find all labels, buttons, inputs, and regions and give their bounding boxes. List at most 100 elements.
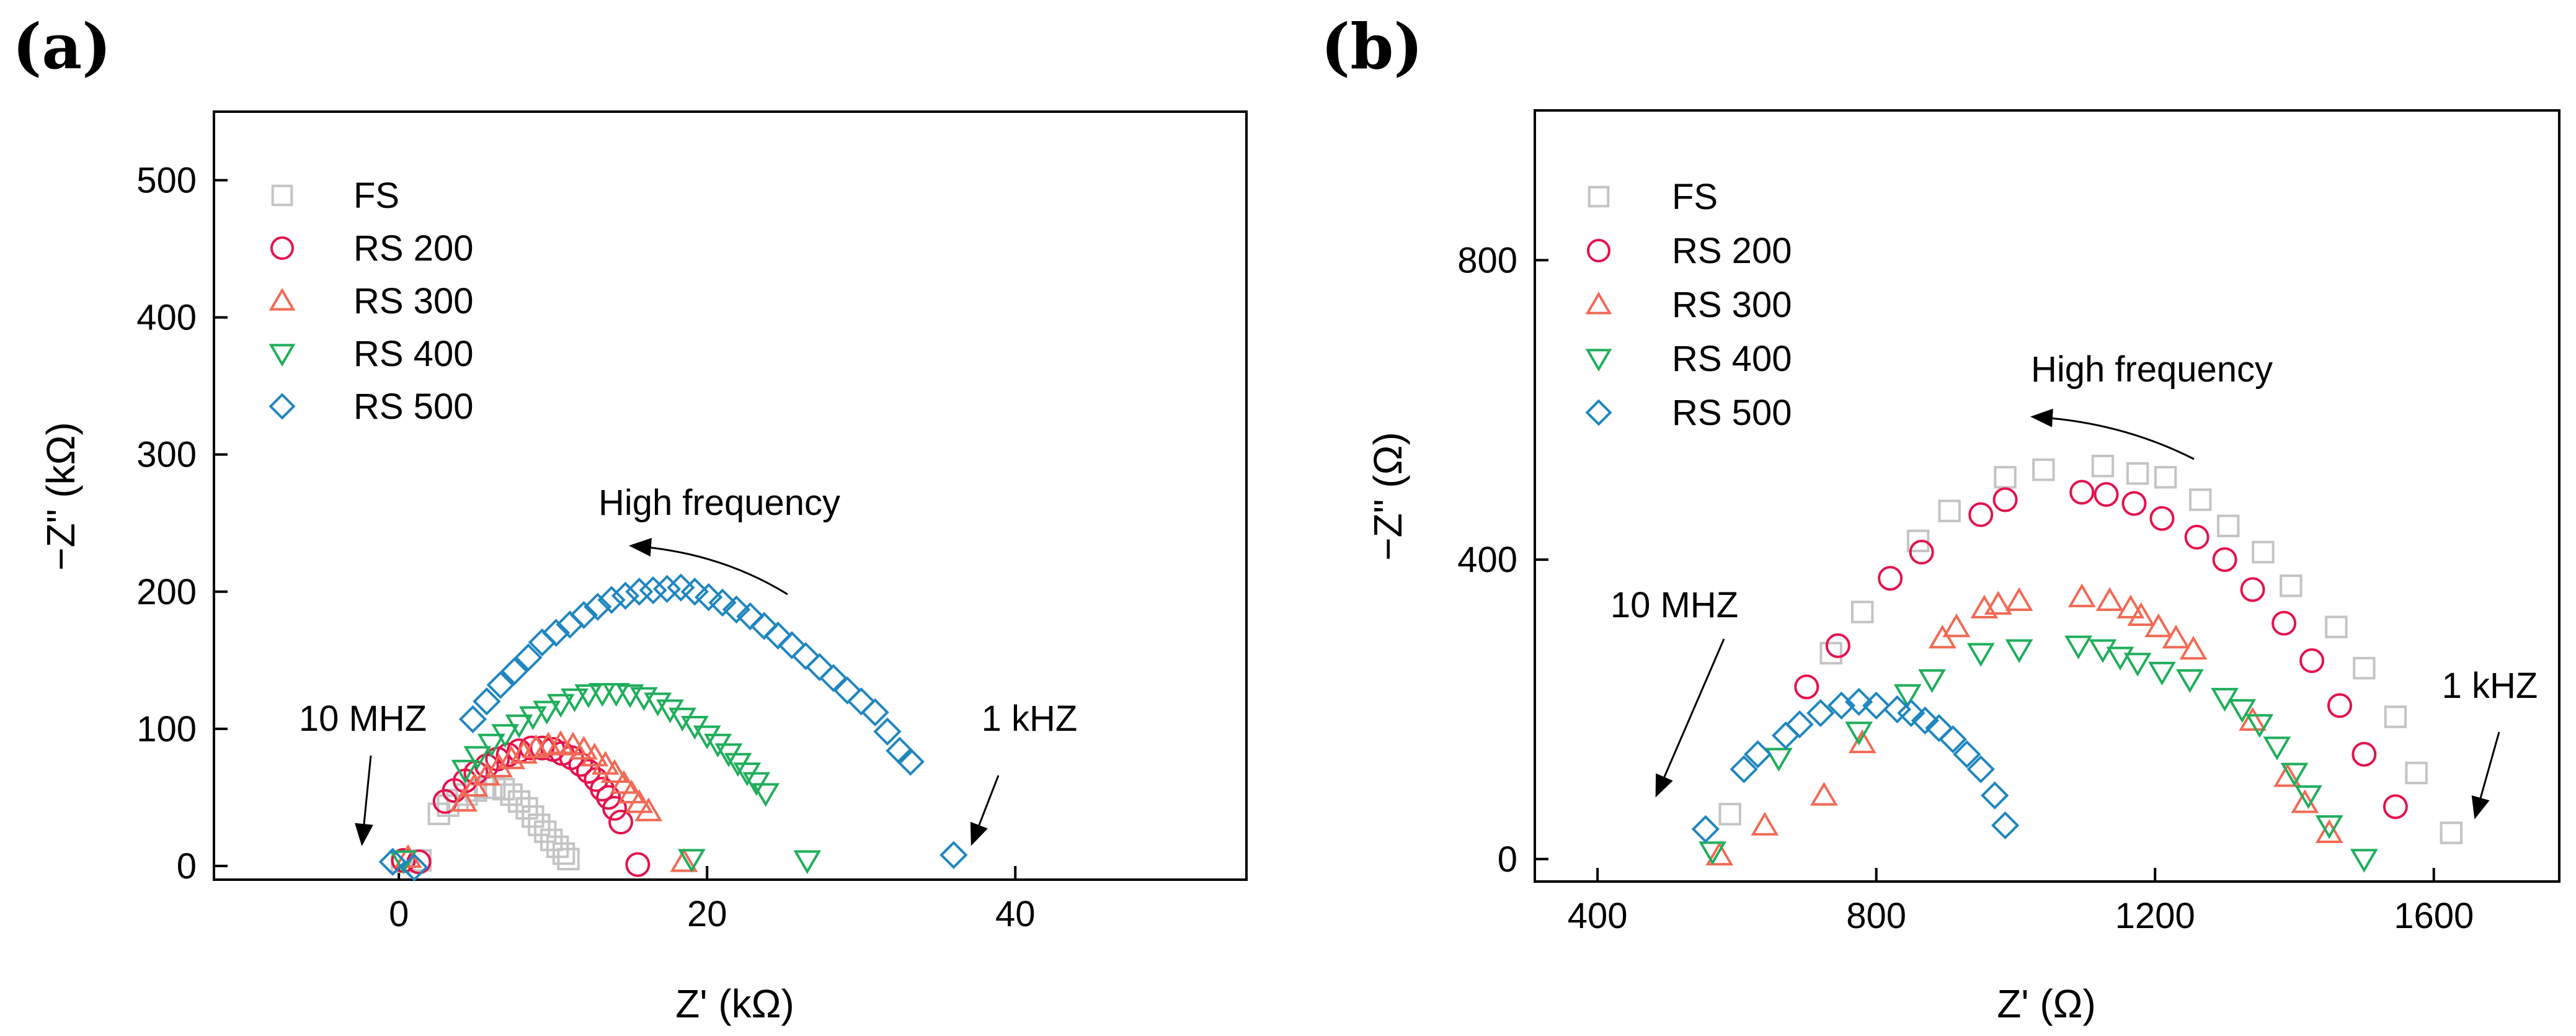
data-point — [1848, 729, 1876, 754]
legend-marker — [1585, 292, 1612, 315]
data-point — [625, 789, 654, 813]
high-frequency-label: High frequency — [598, 483, 840, 523]
data-point — [507, 790, 531, 813]
legend-label: RS 500 — [353, 386, 473, 427]
data-point — [680, 578, 709, 606]
y-axis-title: −Z" (kΩ) — [38, 422, 83, 570]
data-point — [1785, 710, 1814, 739]
data-point — [522, 805, 544, 828]
data-point — [677, 849, 706, 873]
data-point — [546, 694, 575, 718]
data-point — [611, 581, 640, 610]
series-rs-300 — [1705, 583, 2343, 866]
data-point — [1845, 721, 1873, 746]
data-point — [1764, 748, 1793, 772]
legend-marker — [1587, 239, 1610, 262]
data-point — [1966, 643, 1995, 667]
data-point — [495, 742, 521, 767]
data-point — [634, 797, 663, 821]
data-point — [400, 853, 429, 882]
data-point — [1991, 811, 2020, 840]
data-point — [2239, 707, 2267, 731]
data-point — [2327, 693, 2352, 718]
data-point — [2126, 462, 2149, 485]
data-point — [557, 847, 580, 871]
data-point — [1925, 713, 1953, 743]
data-point — [2280, 762, 2309, 787]
data-point — [2315, 815, 2343, 839]
data-point — [485, 746, 510, 772]
data-point — [2121, 491, 2147, 516]
x-tick-label: 0 — [389, 894, 409, 934]
x-tick-label: 400 — [1568, 896, 1628, 936]
data-point — [1994, 466, 2017, 489]
y-tick-label: 300 — [136, 435, 197, 475]
series-rs-400 — [389, 682, 822, 875]
x-tick-label: 1600 — [2394, 896, 2474, 936]
data-point — [2005, 587, 2033, 611]
data-point — [2064, 635, 2092, 659]
data-point — [2094, 482, 2119, 507]
data-point — [722, 595, 751, 624]
legend-marker — [1588, 185, 1610, 208]
data-point — [2252, 540, 2275, 564]
data-point — [514, 643, 543, 672]
data-point — [778, 631, 806, 659]
x-axis-title: Z' (Ω) — [1997, 981, 2096, 1026]
right-frequency-label: 1 kHZ — [982, 699, 1078, 739]
legend-label: RS 500 — [1672, 393, 1792, 433]
data-point — [2095, 587, 2124, 611]
data-point — [515, 797, 538, 820]
data-point — [1691, 815, 1720, 844]
data-point — [2127, 602, 2156, 626]
data-point — [1810, 782, 1838, 806]
data-point — [625, 852, 651, 877]
data-point — [2154, 466, 2177, 489]
data-point — [1942, 613, 1971, 638]
data-point — [1699, 841, 1726, 865]
y-axis-title: −Z" (Ω) — [1366, 432, 1410, 560]
data-point — [588, 682, 616, 707]
data-point — [1743, 740, 1772, 769]
right-frequency-arrow — [970, 775, 1000, 846]
data-point — [451, 759, 479, 784]
data-point — [2315, 819, 2343, 843]
high-frequency-arrow — [2030, 408, 2195, 460]
data-point — [2273, 763, 2302, 787]
legend-label: RS 300 — [353, 281, 473, 321]
data-point — [1794, 674, 1819, 700]
data-point — [1984, 591, 2012, 615]
data-point — [2405, 761, 2428, 785]
data-point — [2294, 785, 2322, 810]
data-point — [584, 592, 612, 621]
data-point — [2144, 613, 2173, 638]
data-point — [1893, 684, 1922, 708]
y-tick-label: 800 — [1457, 240, 1517, 280]
data-point — [1897, 699, 1925, 728]
data-point — [625, 578, 654, 606]
data-point — [2383, 794, 2408, 819]
panel-label: (a) — [12, 10, 111, 83]
legend-marker — [269, 393, 296, 420]
legend-label: FS — [1672, 177, 1718, 217]
data-point — [569, 601, 598, 629]
data-point — [652, 574, 682, 603]
data-point — [2240, 577, 2265, 602]
data-point — [473, 687, 501, 716]
series-rs-500 — [1691, 687, 2020, 844]
data-point — [1844, 687, 1873, 716]
data-point — [793, 850, 822, 875]
data-point — [896, 748, 925, 776]
data-point — [2325, 615, 2348, 638]
data-point — [2272, 610, 2297, 636]
legend-marker — [270, 236, 294, 260]
data-point — [2116, 594, 2145, 618]
data-point — [1909, 540, 1934, 565]
data-point — [763, 621, 793, 650]
data-point — [939, 841, 968, 869]
data-point — [2069, 480, 2095, 505]
data-point — [847, 687, 876, 716]
data-point — [533, 700, 561, 725]
series-fs — [1718, 455, 2463, 844]
